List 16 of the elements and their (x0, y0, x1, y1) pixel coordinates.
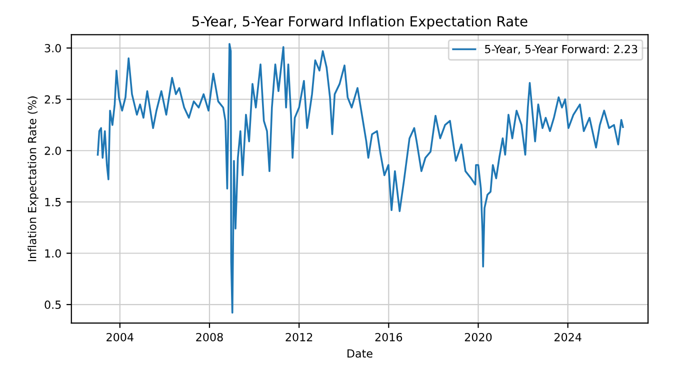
x-tick-label: 2012 (286, 332, 312, 342)
x-tick-label: 2024 (554, 332, 582, 342)
chart-title: 5-Year, 5-Year Forward Inflation Expectation Rate (192, 16, 528, 30)
y-tick-label: 2.0 (44, 146, 61, 156)
y-tick-label: 0.5 (44, 300, 61, 309)
legend-label: 5-Year, 5-Year Forward: 2.23 (485, 44, 638, 54)
x-tick-label: 2008 (196, 332, 223, 342)
y-axis-title: Inflation Expectation Rate (%) (28, 96, 38, 262)
x-tick-label: 2020 (464, 332, 492, 342)
y-tick-label: 1.5 (45, 198, 61, 206)
y-tick-label: 3.0 (44, 44, 61, 52)
x-axis-title: Date (348, 349, 372, 358)
x-tick-label: 2016 (375, 332, 402, 342)
x-tick-label: 2004 (106, 332, 134, 342)
y-tick-label: 1.0 (45, 249, 61, 258)
y-tick-label: 2.5 (44, 95, 61, 104)
